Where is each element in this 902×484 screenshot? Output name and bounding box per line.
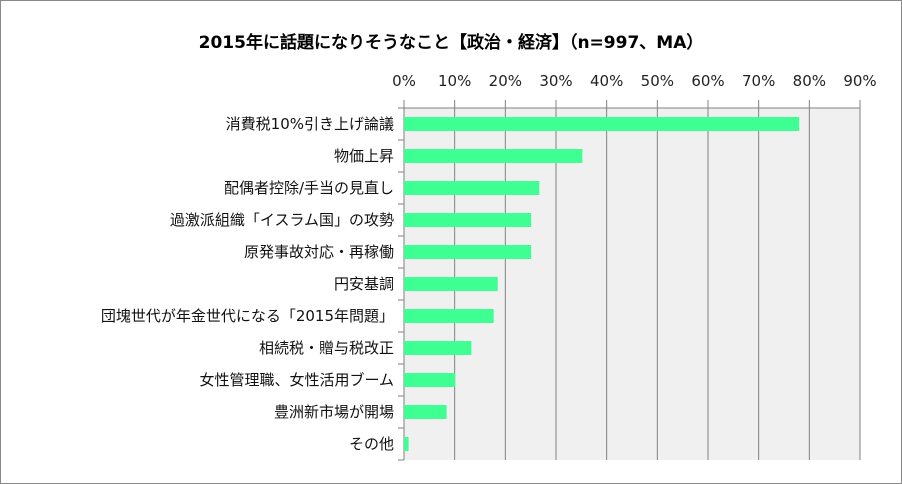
bar <box>404 149 583 163</box>
x-tick-label: 30% <box>539 72 572 90</box>
x-tick-label: 10% <box>438 72 471 90</box>
x-tick-label: 40% <box>590 72 623 90</box>
bar <box>404 277 498 291</box>
category-label: 配偶者控除/手当の見直し <box>224 179 394 197</box>
category-label: その他 <box>349 435 394 453</box>
category-label: 女性管理職、女性活用ブーム <box>199 371 394 389</box>
category-label: 原発事故対応・再稼働 <box>244 243 394 261</box>
x-tick-label: 90% <box>843 72 876 90</box>
x-tick-label: 70% <box>742 72 775 90</box>
bar <box>404 437 409 451</box>
bar <box>404 213 532 227</box>
x-tick-label: 80% <box>793 72 826 90</box>
category-label: 消費税10%引き上げ論議 <box>226 115 394 133</box>
x-tick-label: 20% <box>489 72 522 90</box>
category-label: 豊洲新市場が開場 <box>274 403 394 421</box>
category-label: 過激派組織「イスラム国」の攻勢 <box>170 211 394 229</box>
chart-title: 2015年に話題になりそうなこと【政治・経済】（n=997、MA） <box>198 33 704 53</box>
bar <box>404 405 447 419</box>
category-label: 相続税・贈与税改正 <box>259 339 394 357</box>
bar <box>404 341 472 355</box>
bar <box>404 117 800 131</box>
bar <box>404 309 494 323</box>
bar <box>404 181 540 195</box>
category-label: 円安基調 <box>334 275 394 293</box>
bar <box>404 373 456 387</box>
category-label: 団塊世代が年金世代になる「2015年問題」 <box>101 307 394 325</box>
x-tick-label: 60% <box>691 72 724 90</box>
bar <box>404 245 532 259</box>
x-tick-label: 0% <box>392 72 416 90</box>
x-tick-label: 50% <box>641 72 674 90</box>
category-label: 物価上昇 <box>334 147 394 165</box>
